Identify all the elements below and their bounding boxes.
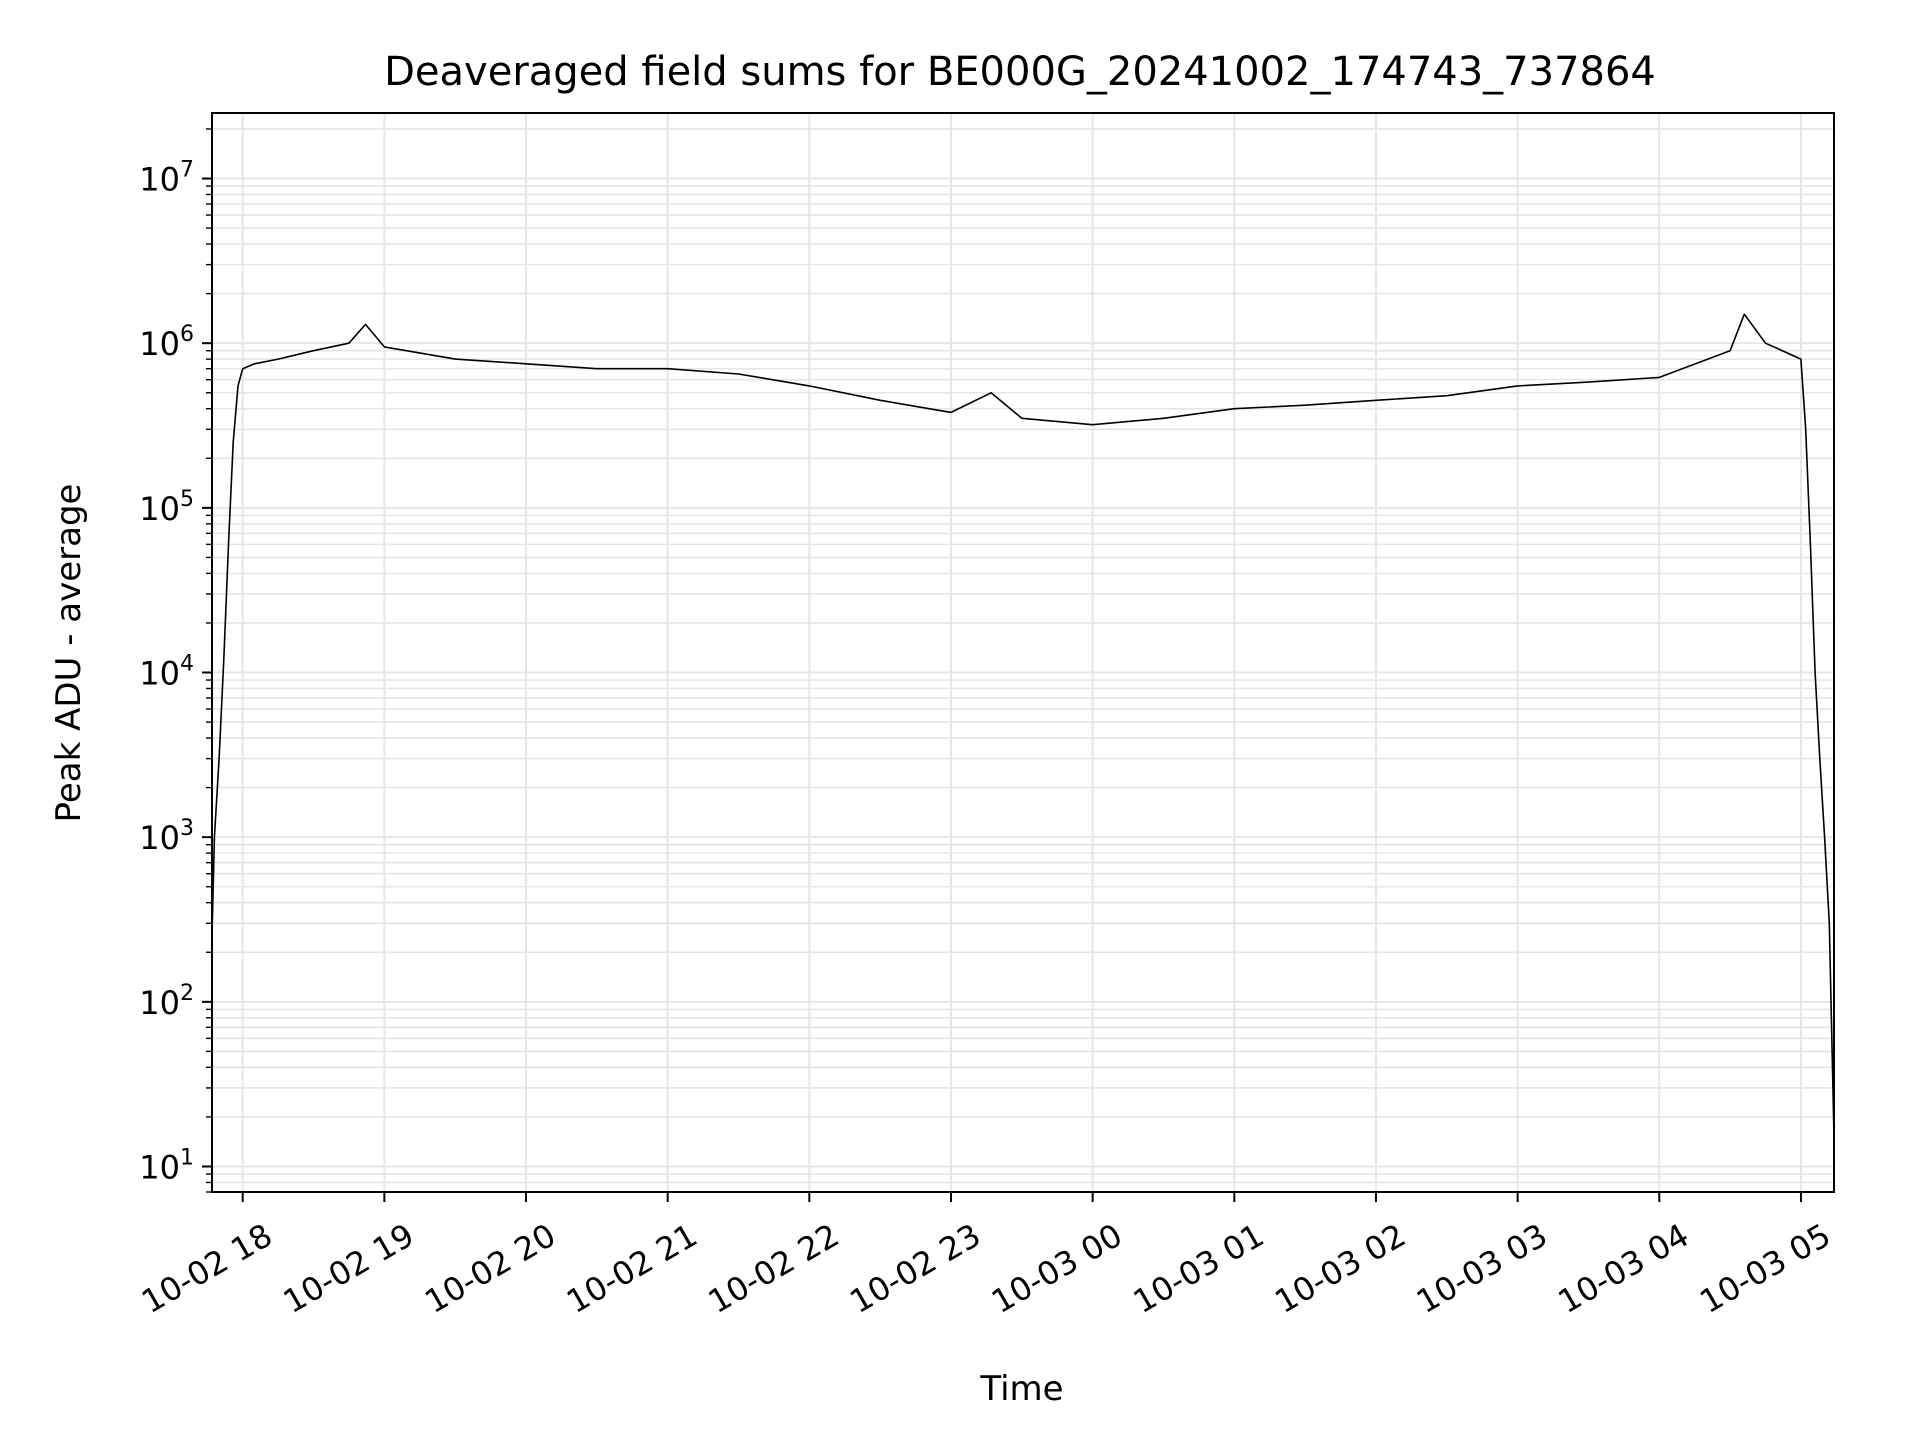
y-tick-label: 105 bbox=[139, 487, 194, 528]
y-tick-exponent: 7 bbox=[180, 158, 194, 183]
y-tick-exponent: 4 bbox=[180, 652, 194, 677]
y-tick-exponent: 5 bbox=[180, 487, 194, 512]
series-line bbox=[211, 313, 1835, 1138]
y-tick-base: 10 bbox=[139, 819, 180, 857]
y-tick-base: 10 bbox=[139, 1148, 180, 1186]
chart-title: Deaveraged field sums for BE000G_2024100… bbox=[384, 49, 1656, 95]
y-tick-exponent: 3 bbox=[180, 816, 194, 841]
y-tick-base: 10 bbox=[139, 655, 180, 693]
series-layer bbox=[211, 313, 1835, 1138]
y-tick-label: 102 bbox=[139, 981, 194, 1022]
y-tick-label: 107 bbox=[139, 158, 194, 199]
y-tick-label: 101 bbox=[139, 1145, 194, 1186]
y-axis-label: Peak ADU - average bbox=[49, 484, 89, 823]
y-tick-exponent: 1 bbox=[180, 1145, 194, 1170]
grid-layer bbox=[212, 113, 1834, 1193]
y-tick-exponent: 6 bbox=[180, 322, 194, 347]
y-tick-label: 103 bbox=[139, 816, 194, 857]
plot-frame bbox=[211, 112, 1835, 1193]
x-axis-label: Time bbox=[979, 1369, 1063, 1409]
y-tick-exponent: 2 bbox=[180, 981, 194, 1006]
y-tick-base: 10 bbox=[139, 161, 180, 199]
y-tick-base: 10 bbox=[139, 490, 180, 528]
y-tick-label: 104 bbox=[139, 652, 194, 693]
y-tick-label: 106 bbox=[139, 322, 194, 363]
y-tick-base: 10 bbox=[139, 325, 180, 363]
y-tick-base: 10 bbox=[139, 984, 180, 1022]
